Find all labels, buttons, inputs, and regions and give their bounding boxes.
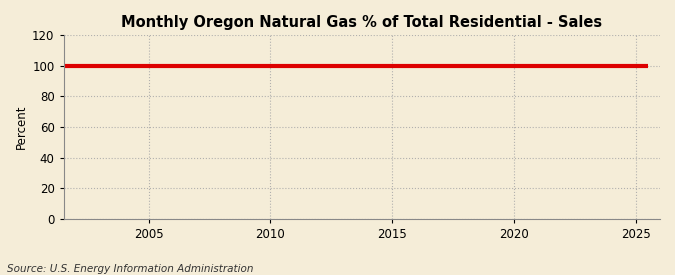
Title: Monthly Oregon Natural Gas % of Total Residential - Sales: Monthly Oregon Natural Gas % of Total Re… <box>122 15 602 30</box>
Y-axis label: Percent: Percent <box>15 105 28 149</box>
Text: Source: U.S. Energy Information Administration: Source: U.S. Energy Information Administ… <box>7 264 253 274</box>
